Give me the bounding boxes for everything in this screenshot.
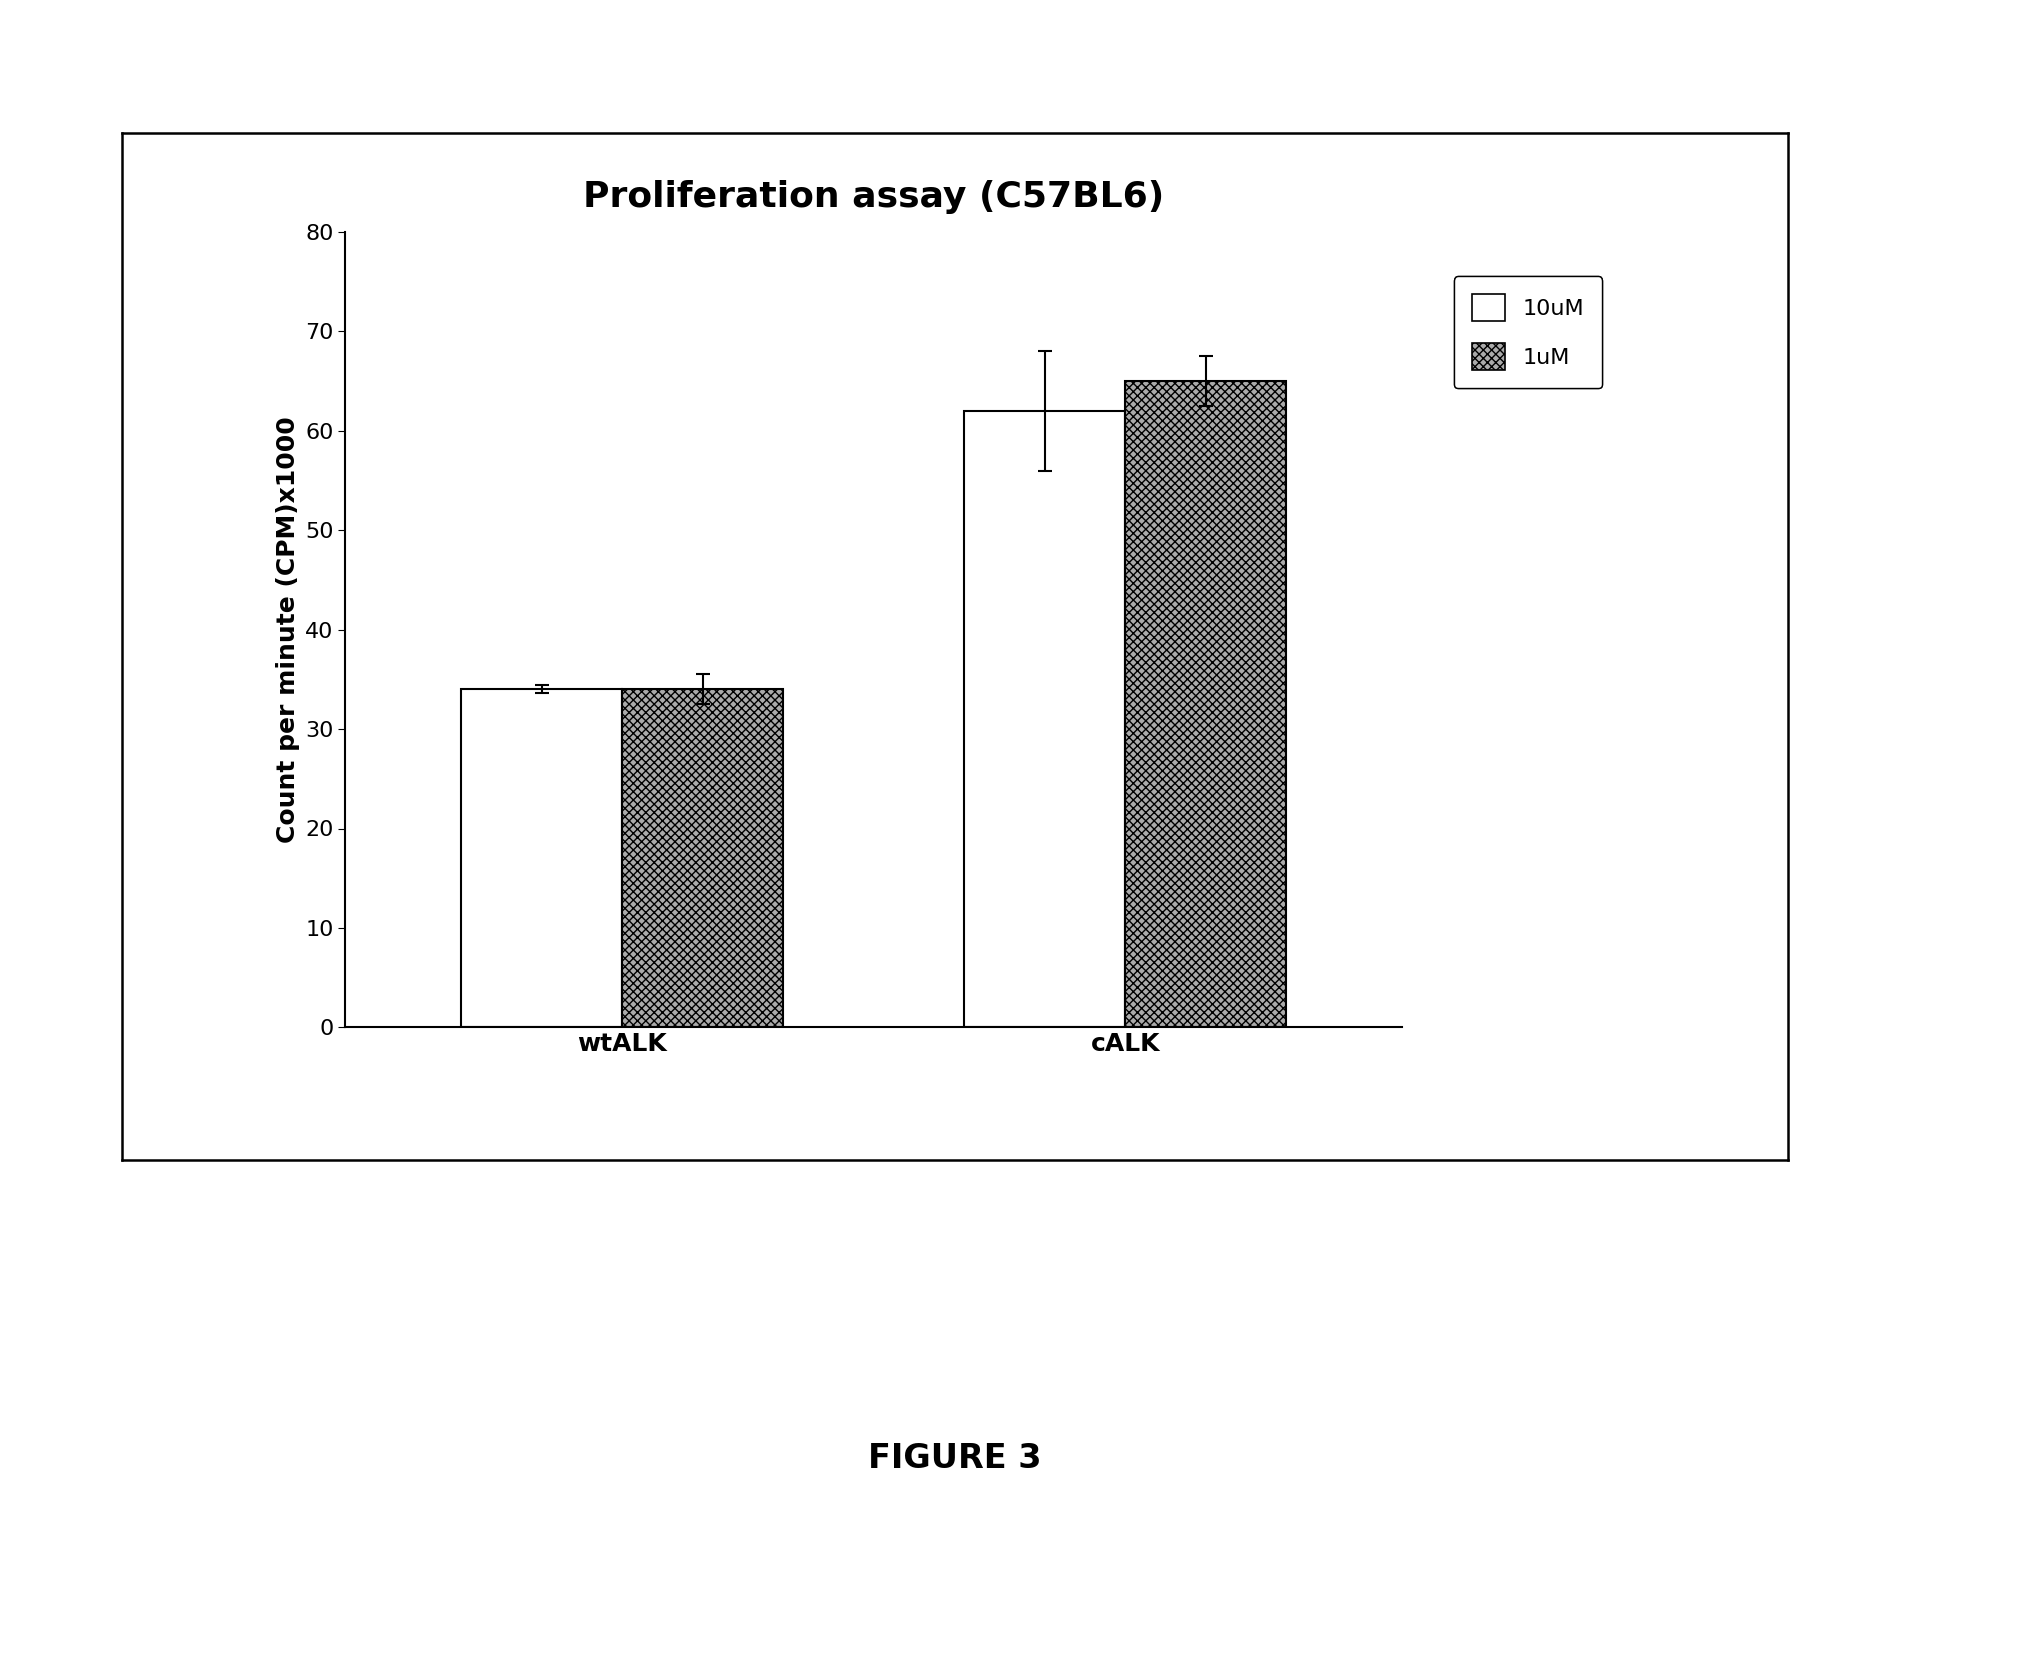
Y-axis label: Count per minute (CPM)x1000: Count per minute (CPM)x1000 bbox=[276, 416, 299, 843]
Bar bbox=[1126, 381, 1286, 1027]
Bar bbox=[965, 411, 1126, 1027]
Text: FIGURE 3: FIGURE 3 bbox=[868, 1442, 1042, 1475]
Bar bbox=[461, 689, 622, 1027]
Bar bbox=[622, 689, 782, 1027]
Title: Proliferation assay (C57BL6): Proliferation assay (C57BL6) bbox=[583, 181, 1164, 214]
Legend: 10uM, 1uM: 10uM, 1uM bbox=[1453, 277, 1601, 388]
